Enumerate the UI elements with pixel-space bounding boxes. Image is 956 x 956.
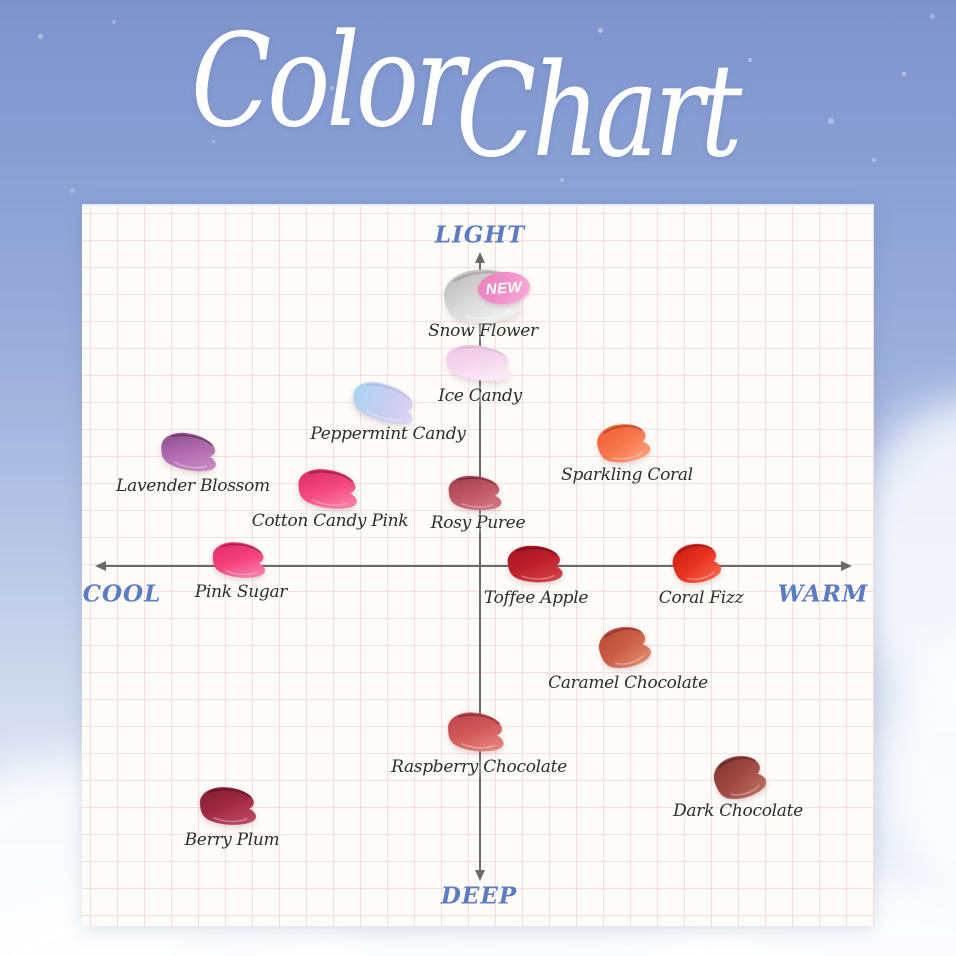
snow-dot bbox=[748, 58, 752, 62]
axis-label-deep: DEEP bbox=[440, 882, 518, 910]
axis-light-deep bbox=[479, 262, 481, 872]
snow-dot bbox=[872, 158, 876, 162]
arrow-down-icon bbox=[475, 870, 485, 881]
chart-panel: LIGHT DEEP COOL WARM bbox=[82, 204, 874, 926]
arrow-right-icon bbox=[841, 561, 852, 571]
snow-dot bbox=[38, 34, 43, 39]
arrow-left-icon bbox=[95, 561, 106, 571]
axis-label-warm: WARM bbox=[777, 580, 869, 608]
axis-label-light: LIGHT bbox=[434, 221, 526, 249]
axis-label-cool: COOL bbox=[82, 580, 162, 608]
page-title: ColorChart bbox=[191, 18, 742, 176]
snow-dot bbox=[112, 20, 116, 24]
snow-dot bbox=[902, 72, 906, 76]
snow-dot bbox=[930, 14, 935, 19]
snow-dot bbox=[828, 118, 834, 124]
snow-dot bbox=[70, 188, 75, 193]
title-word-chart: Chart bbox=[455, 37, 742, 186]
arrow-up-icon bbox=[475, 252, 485, 263]
cloud bbox=[880, 640, 956, 900]
axis-cool-warm bbox=[106, 565, 842, 567]
title-word-color: Color bbox=[190, 7, 465, 156]
